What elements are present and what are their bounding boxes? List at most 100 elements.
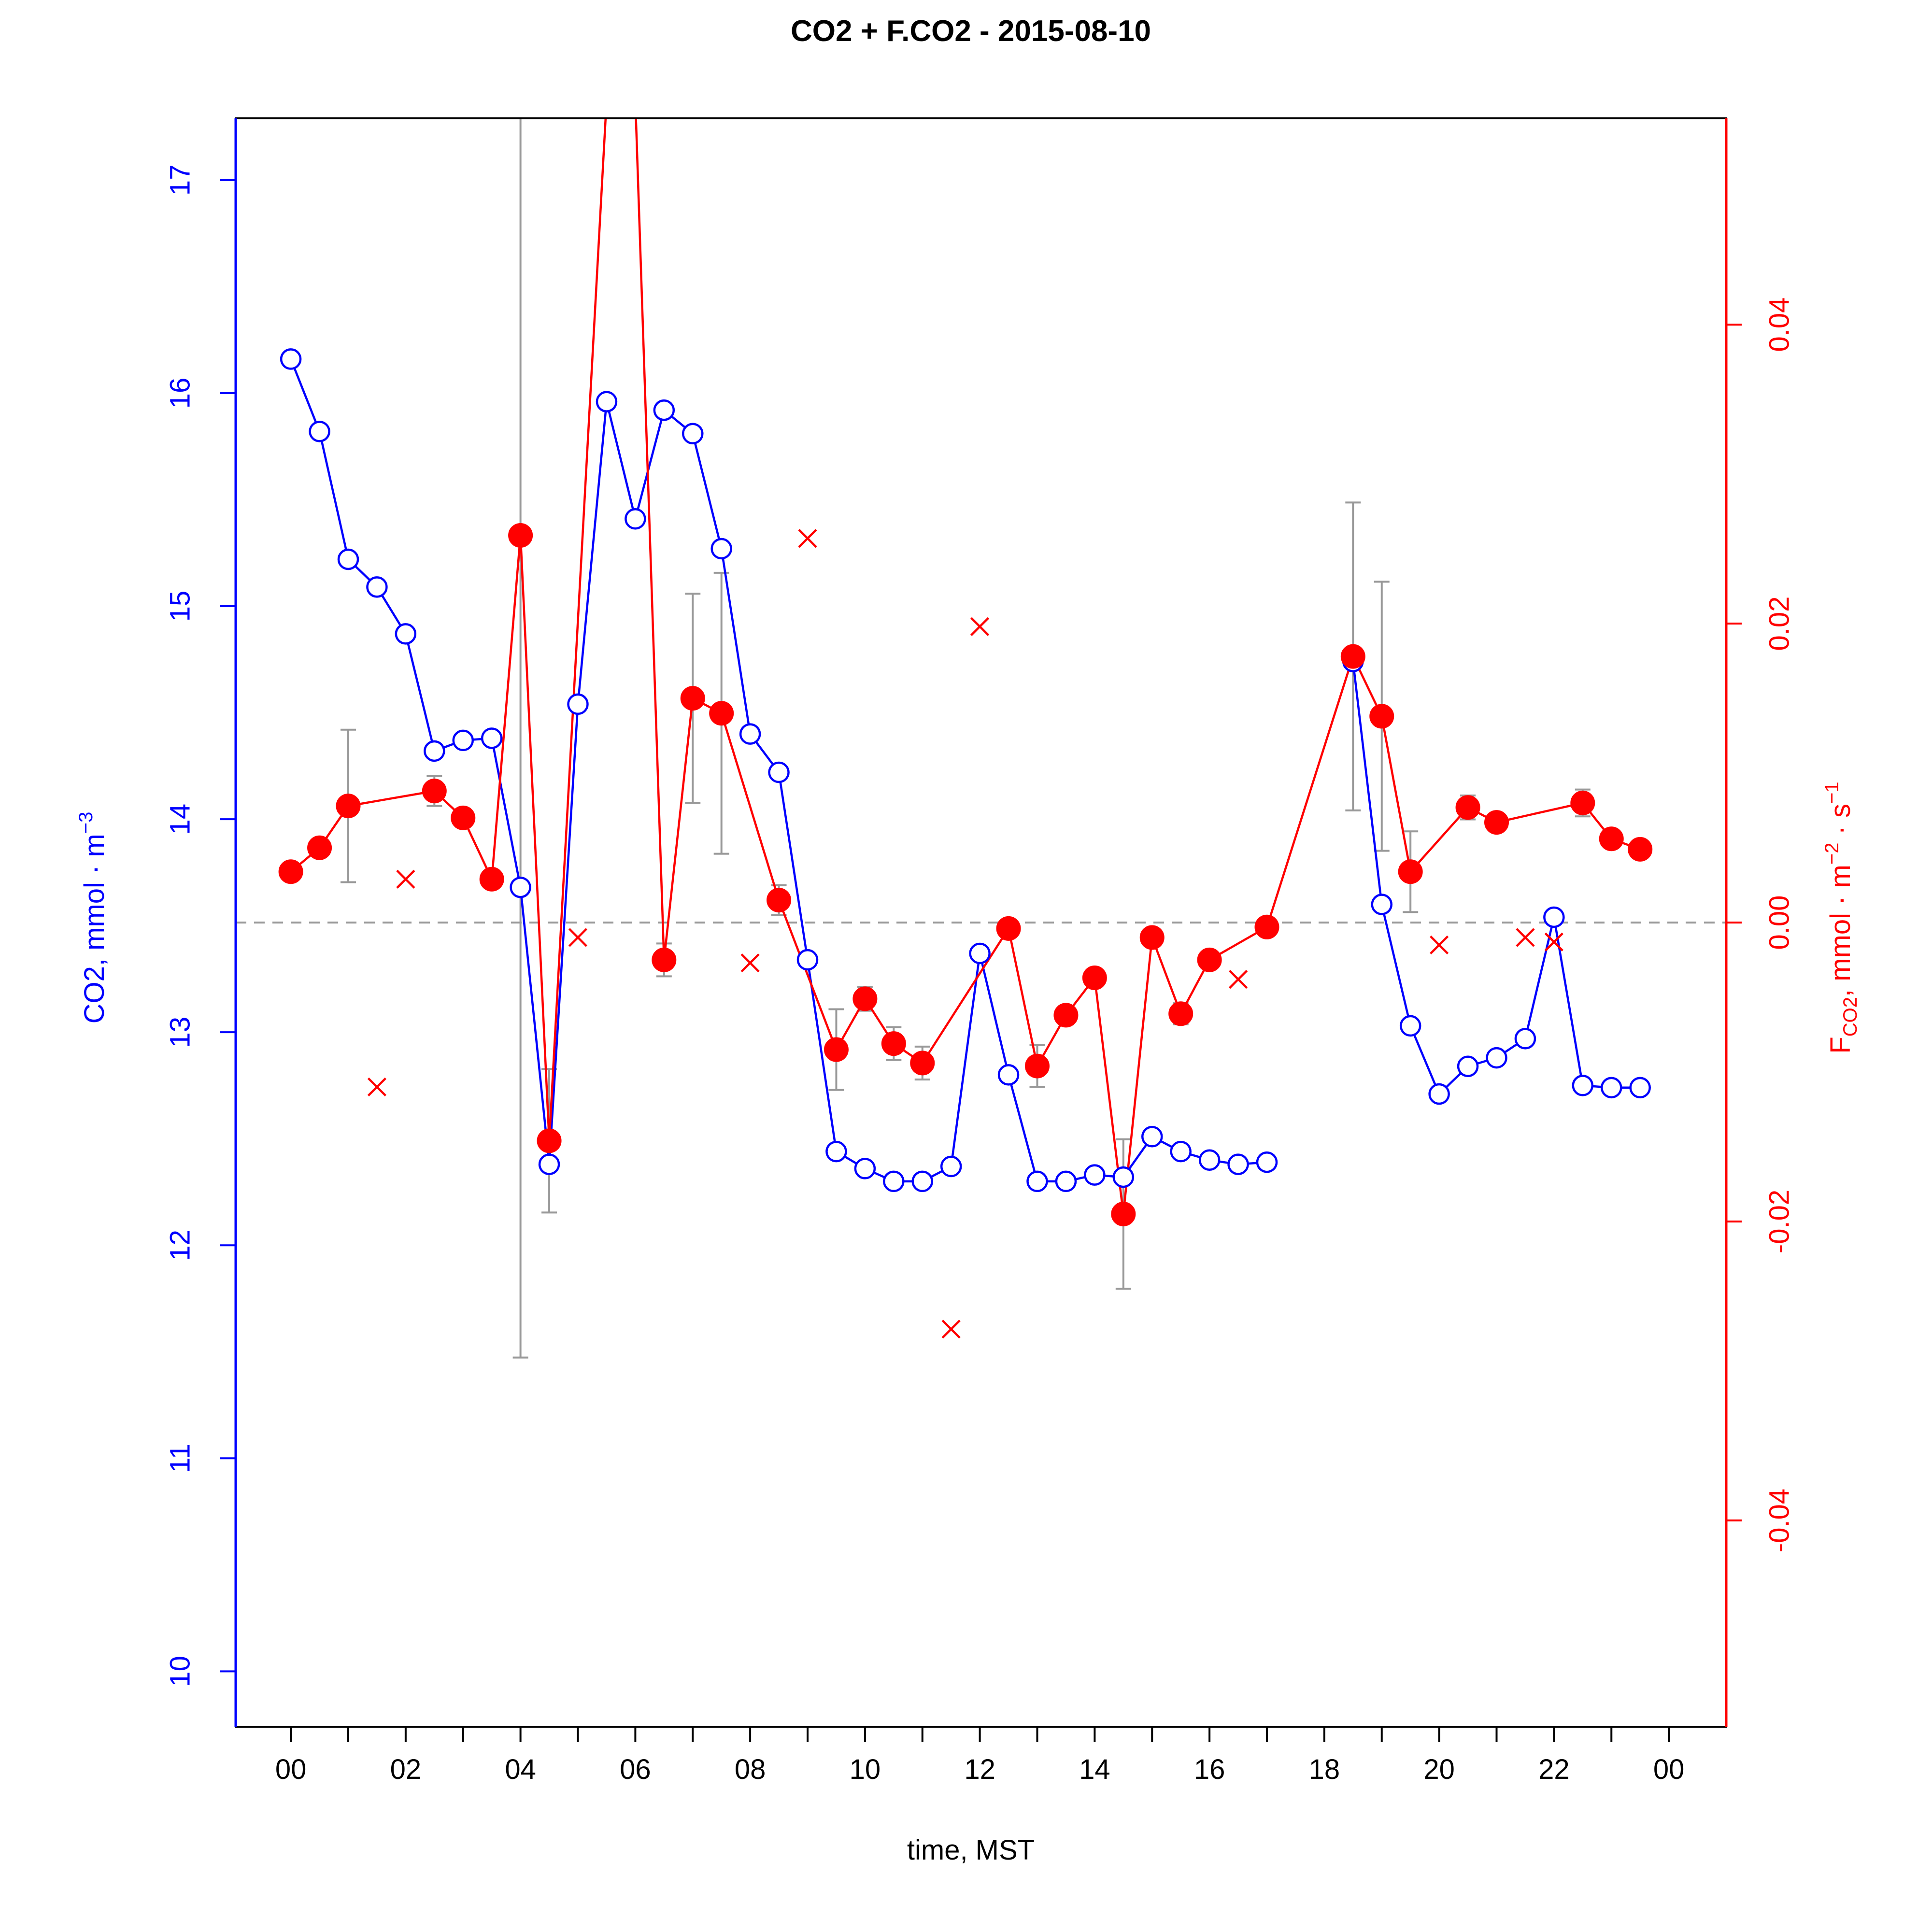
co2-point bbox=[1055, 1170, 1077, 1193]
co2-point bbox=[625, 508, 646, 530]
y-axis-right-label: FCO2, mmol · m−2 · s−1 bbox=[1821, 781, 1861, 1053]
y-left-tick-label: 17 bbox=[165, 165, 196, 196]
flux-point bbox=[508, 523, 533, 548]
flux-point bbox=[1484, 810, 1509, 835]
flux-cross-marker bbox=[798, 529, 817, 548]
cross-stroke bbox=[1430, 935, 1449, 955]
co2-point bbox=[1600, 1077, 1622, 1099]
y-axis-left-label-main: CO2, mmol · m bbox=[79, 834, 110, 1023]
x-tick-label: 06 bbox=[620, 1754, 651, 1785]
cross-stroke bbox=[1516, 928, 1535, 947]
x-tick-label: 18 bbox=[1309, 1754, 1340, 1785]
y-axis-right-label-main: F bbox=[1825, 1037, 1856, 1053]
co2-point bbox=[481, 727, 503, 749]
flux-point bbox=[1139, 925, 1165, 950]
flux-cross-marker bbox=[568, 928, 588, 947]
co2-point bbox=[1543, 906, 1565, 928]
y-axis-right-label-sub: CO2 bbox=[1840, 997, 1861, 1037]
flux-point bbox=[336, 794, 361, 819]
flux-cross-marker bbox=[970, 617, 990, 636]
y-right-tick-label: 0.04 bbox=[1764, 298, 1795, 352]
y-right-tick-label: -0.02 bbox=[1764, 1190, 1795, 1253]
co2-point bbox=[1141, 1126, 1163, 1148]
y-left-tick-label: 12 bbox=[165, 1230, 196, 1261]
co2-point bbox=[969, 942, 991, 965]
co2-point bbox=[1399, 1015, 1421, 1037]
co2-point bbox=[1428, 1083, 1450, 1105]
flux-cross-marker bbox=[740, 953, 760, 973]
co2-point bbox=[739, 723, 761, 745]
flux-point bbox=[652, 947, 677, 972]
series-points-group bbox=[278, 348, 1653, 1339]
flux-cross-marker bbox=[1516, 928, 1535, 947]
flux-cross-marker bbox=[1430, 935, 1449, 955]
co2-point bbox=[538, 1153, 560, 1175]
chart-title: CO2 + F.CO2 - 2015-08-10 bbox=[791, 14, 1151, 48]
co2-point bbox=[1457, 1055, 1479, 1077]
co2-point bbox=[395, 623, 417, 645]
flux-point bbox=[1398, 859, 1423, 884]
cross-stroke bbox=[568, 928, 588, 947]
flux-cross-marker bbox=[941, 1320, 961, 1339]
flux-cross-marker bbox=[396, 869, 415, 889]
x-tick-label: 20 bbox=[1423, 1754, 1455, 1785]
co2-point bbox=[424, 740, 445, 762]
y-axis-right-label-sup1: −2 bbox=[1821, 843, 1843, 865]
y-axis-left-label-sup: −3 bbox=[75, 812, 97, 834]
y-left-tick-label: 11 bbox=[165, 1444, 196, 1473]
flux-point bbox=[1024, 1053, 1050, 1079]
x-tick-label: 00 bbox=[275, 1754, 307, 1785]
co2-point bbox=[366, 576, 388, 598]
co2-point bbox=[653, 399, 675, 421]
x-tick-label: 00 bbox=[1653, 1754, 1685, 1785]
y-axis-right-label-rest: , mmol · m bbox=[1825, 865, 1856, 997]
y-right-tick-label: 0.00 bbox=[1764, 895, 1795, 950]
co2-point bbox=[1256, 1151, 1278, 1173]
flux-point bbox=[680, 686, 705, 711]
y-right-tick-label: 0.02 bbox=[1764, 597, 1795, 651]
x-tick-label: 04 bbox=[505, 1754, 536, 1785]
co2-point bbox=[309, 421, 330, 442]
co2-point bbox=[596, 391, 618, 412]
co2-point bbox=[1486, 1047, 1507, 1069]
co2-point bbox=[280, 348, 302, 370]
flux-point bbox=[1599, 826, 1624, 852]
flux-point bbox=[1168, 1001, 1193, 1026]
y-left-tick-label: 15 bbox=[165, 591, 196, 622]
cross-stroke bbox=[1544, 932, 1563, 952]
flux-point bbox=[1570, 790, 1595, 815]
flux-cross-marker bbox=[1544, 932, 1563, 952]
cross-stroke bbox=[1228, 970, 1248, 989]
flux-point bbox=[1369, 704, 1394, 729]
co2-point bbox=[567, 693, 589, 715]
flux-point bbox=[537, 1128, 562, 1153]
co2-point bbox=[997, 1064, 1020, 1086]
y-axis-right-label-mid: · s bbox=[1825, 804, 1856, 843]
y-axis-right-label-sup2: −1 bbox=[1821, 781, 1843, 804]
cross-stroke bbox=[798, 529, 817, 548]
cross-stroke bbox=[941, 1320, 961, 1339]
ticks-group: 00 02 04 06 08 10 12 14 16 18 20 22 00 10 11 12 13 14 15 16… bbox=[165, 165, 1795, 1785]
y-left-tick-label: 13 bbox=[165, 1017, 196, 1048]
flux-point bbox=[307, 835, 332, 860]
flux-point bbox=[824, 1037, 849, 1062]
flux-point bbox=[451, 805, 476, 830]
flux-point bbox=[1197, 947, 1222, 972]
flux-cross-marker bbox=[367, 1077, 387, 1097]
co2-point bbox=[940, 1155, 962, 1178]
y-left-tick-label: 16 bbox=[165, 378, 196, 409]
co2-point bbox=[854, 1158, 876, 1179]
co2-point bbox=[883, 1170, 905, 1193]
flux-point bbox=[1340, 644, 1365, 669]
flux-point bbox=[852, 986, 878, 1011]
co2-point bbox=[510, 876, 531, 898]
co2-point bbox=[911, 1170, 933, 1193]
co2-point bbox=[1629, 1077, 1651, 1099]
co2-point bbox=[768, 761, 790, 783]
flux-point bbox=[1111, 1201, 1136, 1226]
flux-point bbox=[278, 859, 303, 884]
x-tick-label: 12 bbox=[964, 1754, 995, 1785]
flux-point bbox=[479, 867, 504, 892]
flux-point bbox=[1254, 914, 1279, 939]
